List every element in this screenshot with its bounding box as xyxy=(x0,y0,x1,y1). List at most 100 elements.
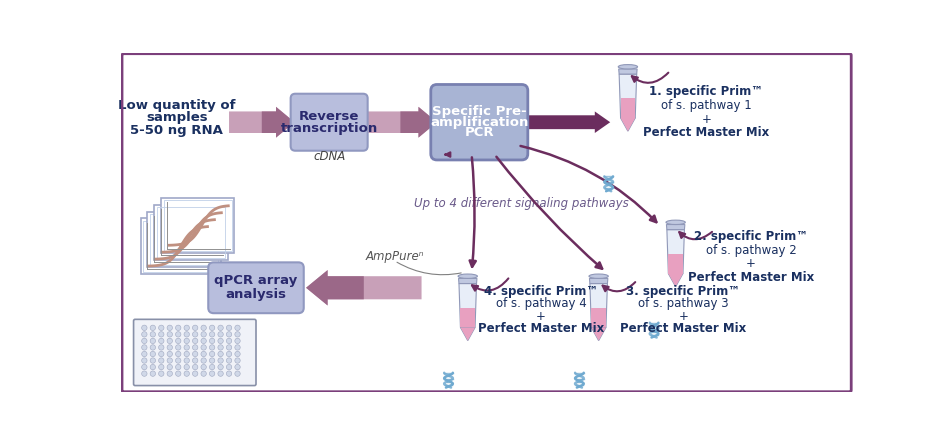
Polygon shape xyxy=(592,327,606,340)
Polygon shape xyxy=(621,118,635,131)
Circle shape xyxy=(226,371,232,376)
Text: Perfect Master Mix: Perfect Master Mix xyxy=(643,127,769,139)
Circle shape xyxy=(184,345,189,350)
FancyBboxPatch shape xyxy=(141,218,214,274)
Circle shape xyxy=(142,332,147,337)
Circle shape xyxy=(167,345,172,350)
Circle shape xyxy=(142,371,147,376)
Circle shape xyxy=(209,325,215,330)
Circle shape xyxy=(159,325,164,330)
Circle shape xyxy=(192,338,198,344)
Polygon shape xyxy=(262,107,295,138)
Text: Up to 4 different signaling pathways: Up to 4 different signaling pathways xyxy=(414,197,629,209)
Circle shape xyxy=(192,364,198,370)
Circle shape xyxy=(184,332,189,337)
Circle shape xyxy=(142,345,147,350)
Circle shape xyxy=(218,351,223,357)
Polygon shape xyxy=(592,308,606,327)
Circle shape xyxy=(235,345,241,350)
Polygon shape xyxy=(306,270,364,306)
Circle shape xyxy=(201,345,206,350)
Circle shape xyxy=(176,332,181,337)
Circle shape xyxy=(218,332,223,337)
Text: of s. pathway 2: of s. pathway 2 xyxy=(706,243,797,257)
Text: 1. specific Prim™: 1. specific Prim™ xyxy=(650,85,764,98)
Text: +: + xyxy=(678,310,689,323)
Ellipse shape xyxy=(618,64,637,69)
Polygon shape xyxy=(460,327,476,340)
Text: 2. specific Prim™: 2. specific Prim™ xyxy=(694,230,808,243)
Circle shape xyxy=(192,345,198,350)
FancyBboxPatch shape xyxy=(431,85,528,160)
Text: PCR: PCR xyxy=(464,127,495,139)
Circle shape xyxy=(184,371,189,376)
Circle shape xyxy=(159,332,164,337)
Polygon shape xyxy=(590,284,608,327)
Text: amplification: amplification xyxy=(430,116,529,129)
Polygon shape xyxy=(523,112,611,133)
Text: Perfect Master Mix: Perfect Master Mix xyxy=(620,322,747,335)
Polygon shape xyxy=(669,254,683,273)
Polygon shape xyxy=(669,273,683,287)
Polygon shape xyxy=(619,74,636,118)
Polygon shape xyxy=(400,107,437,138)
Text: transcription: transcription xyxy=(281,122,378,135)
FancyBboxPatch shape xyxy=(162,198,235,253)
Circle shape xyxy=(226,345,232,350)
Circle shape xyxy=(167,364,172,370)
Polygon shape xyxy=(306,270,421,306)
Circle shape xyxy=(226,351,232,357)
Circle shape xyxy=(142,358,147,363)
Circle shape xyxy=(201,358,206,363)
Circle shape xyxy=(226,364,232,370)
Circle shape xyxy=(235,371,241,376)
Text: +: + xyxy=(536,310,546,323)
Circle shape xyxy=(184,351,189,357)
Text: Perfect Master Mix: Perfect Master Mix xyxy=(688,271,814,284)
Circle shape xyxy=(159,358,164,363)
Circle shape xyxy=(218,371,223,376)
Circle shape xyxy=(167,325,172,330)
Circle shape xyxy=(150,351,156,357)
Circle shape xyxy=(201,332,206,337)
Circle shape xyxy=(184,358,189,363)
Text: Perfect Master Mix: Perfect Master Mix xyxy=(477,322,604,335)
Circle shape xyxy=(176,364,181,370)
Circle shape xyxy=(218,358,223,363)
Circle shape xyxy=(150,345,156,350)
Circle shape xyxy=(235,332,241,337)
Circle shape xyxy=(235,325,241,330)
Circle shape xyxy=(218,345,223,350)
Circle shape xyxy=(176,338,181,344)
Circle shape xyxy=(209,358,215,363)
Circle shape xyxy=(226,325,232,330)
Polygon shape xyxy=(669,273,683,287)
Circle shape xyxy=(184,338,189,344)
Circle shape xyxy=(167,358,172,363)
Circle shape xyxy=(209,351,215,357)
Polygon shape xyxy=(460,308,476,327)
Circle shape xyxy=(159,345,164,350)
Circle shape xyxy=(167,338,172,344)
Circle shape xyxy=(159,371,164,376)
Circle shape xyxy=(235,358,241,363)
Circle shape xyxy=(176,371,181,376)
Circle shape xyxy=(142,325,147,330)
Circle shape xyxy=(142,364,147,370)
FancyBboxPatch shape xyxy=(208,262,303,313)
Text: of s. pathway 3: of s. pathway 3 xyxy=(638,297,728,310)
Polygon shape xyxy=(592,327,606,340)
Circle shape xyxy=(150,338,156,344)
Circle shape xyxy=(142,351,147,357)
Polygon shape xyxy=(667,230,685,273)
Circle shape xyxy=(201,338,206,344)
Ellipse shape xyxy=(589,274,609,278)
Polygon shape xyxy=(458,278,477,284)
Circle shape xyxy=(150,332,156,337)
Circle shape xyxy=(209,338,215,344)
Circle shape xyxy=(201,364,206,370)
Circle shape xyxy=(192,351,198,357)
Circle shape xyxy=(192,332,198,337)
Circle shape xyxy=(159,364,164,370)
Circle shape xyxy=(218,364,223,370)
